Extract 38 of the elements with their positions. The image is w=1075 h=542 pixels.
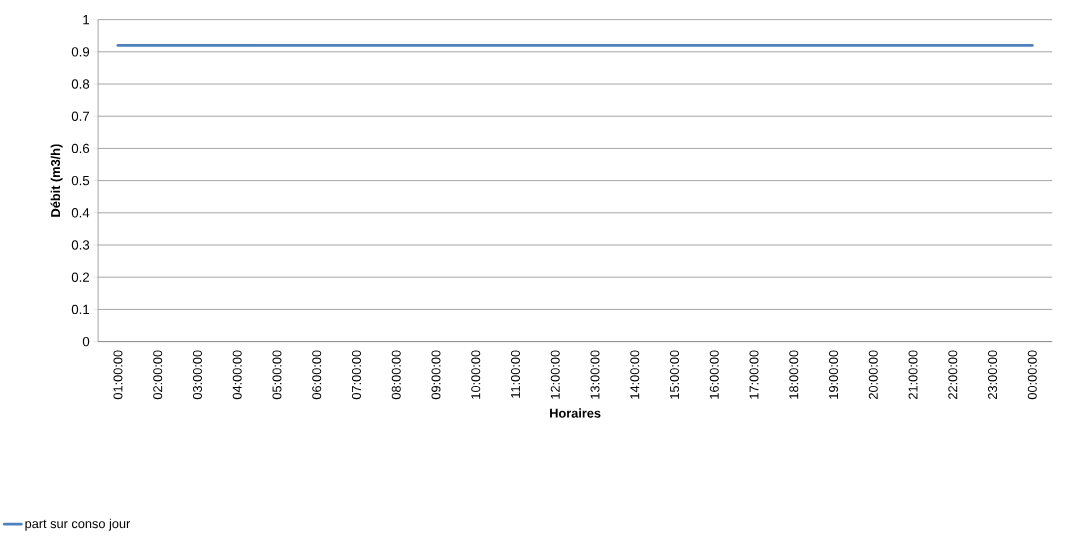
y-tick-label: 0.1	[71, 304, 90, 315]
y-tick-label: 0.4	[71, 208, 90, 218]
y-tick-label: 0	[82, 336, 90, 347]
x-tick-label: 02:00:00	[153, 350, 163, 400]
y-tick-label: 0.8	[71, 79, 90, 89]
x-tick-label: 18:00:00	[789, 350, 799, 399]
y-tick-label: 0.2	[71, 272, 90, 282]
y-tick-label: 0.3	[71, 240, 90, 250]
x-tick-label: 15:00:00	[669, 350, 680, 399]
x-tick-label: 08:00:00	[391, 350, 401, 400]
legend-label: part sur conso jour	[25, 518, 131, 531]
x-tick-label: 06:00:00	[312, 350, 322, 400]
y-tick-label: 0.5	[71, 176, 90, 186]
x-tick-label: 22:00:00	[948, 350, 958, 400]
x-tick-label: 03:00:00	[192, 350, 202, 400]
x-tick-label: 12:00:00	[550, 350, 560, 399]
x-tick-label: 11:00:00	[510, 350, 521, 398]
x-axis-title: Horaires	[550, 408, 601, 418]
x-tick-label: 09:00:00	[431, 350, 441, 400]
y-tick-label: 0.7	[71, 111, 90, 121]
x-tick-label: 04:00:00	[232, 350, 242, 400]
x-tick-label: 10:00:00	[471, 350, 481, 399]
x-tick-label: 07:00:00	[351, 350, 361, 400]
y-tick-label: 0.6	[71, 143, 90, 154]
y-tick-label: 1	[83, 15, 90, 25]
x-tick-label: 21:00:00	[908, 350, 918, 400]
x-tick-label: 19:00:00	[829, 350, 839, 399]
x-tick-label: 20:00:00	[868, 350, 878, 400]
x-tick-label: 05:00:00	[272, 350, 282, 400]
y-axis-title: Débit (m3/h)	[50, 144, 63, 217]
x-tick-label: 17:00:00	[749, 350, 759, 399]
x-tick-label: 13:00:00	[590, 350, 600, 399]
x-tick-label: 16:00:00	[709, 350, 719, 399]
x-tick-label: 00:00:00	[1027, 350, 1037, 400]
x-tick-label: 01:00:00	[113, 350, 123, 400]
y-tick-label: 0.9	[71, 47, 90, 57]
x-tick-label: 14:00:00	[630, 350, 640, 399]
x-tick-label: 23:00:00	[988, 350, 998, 400]
